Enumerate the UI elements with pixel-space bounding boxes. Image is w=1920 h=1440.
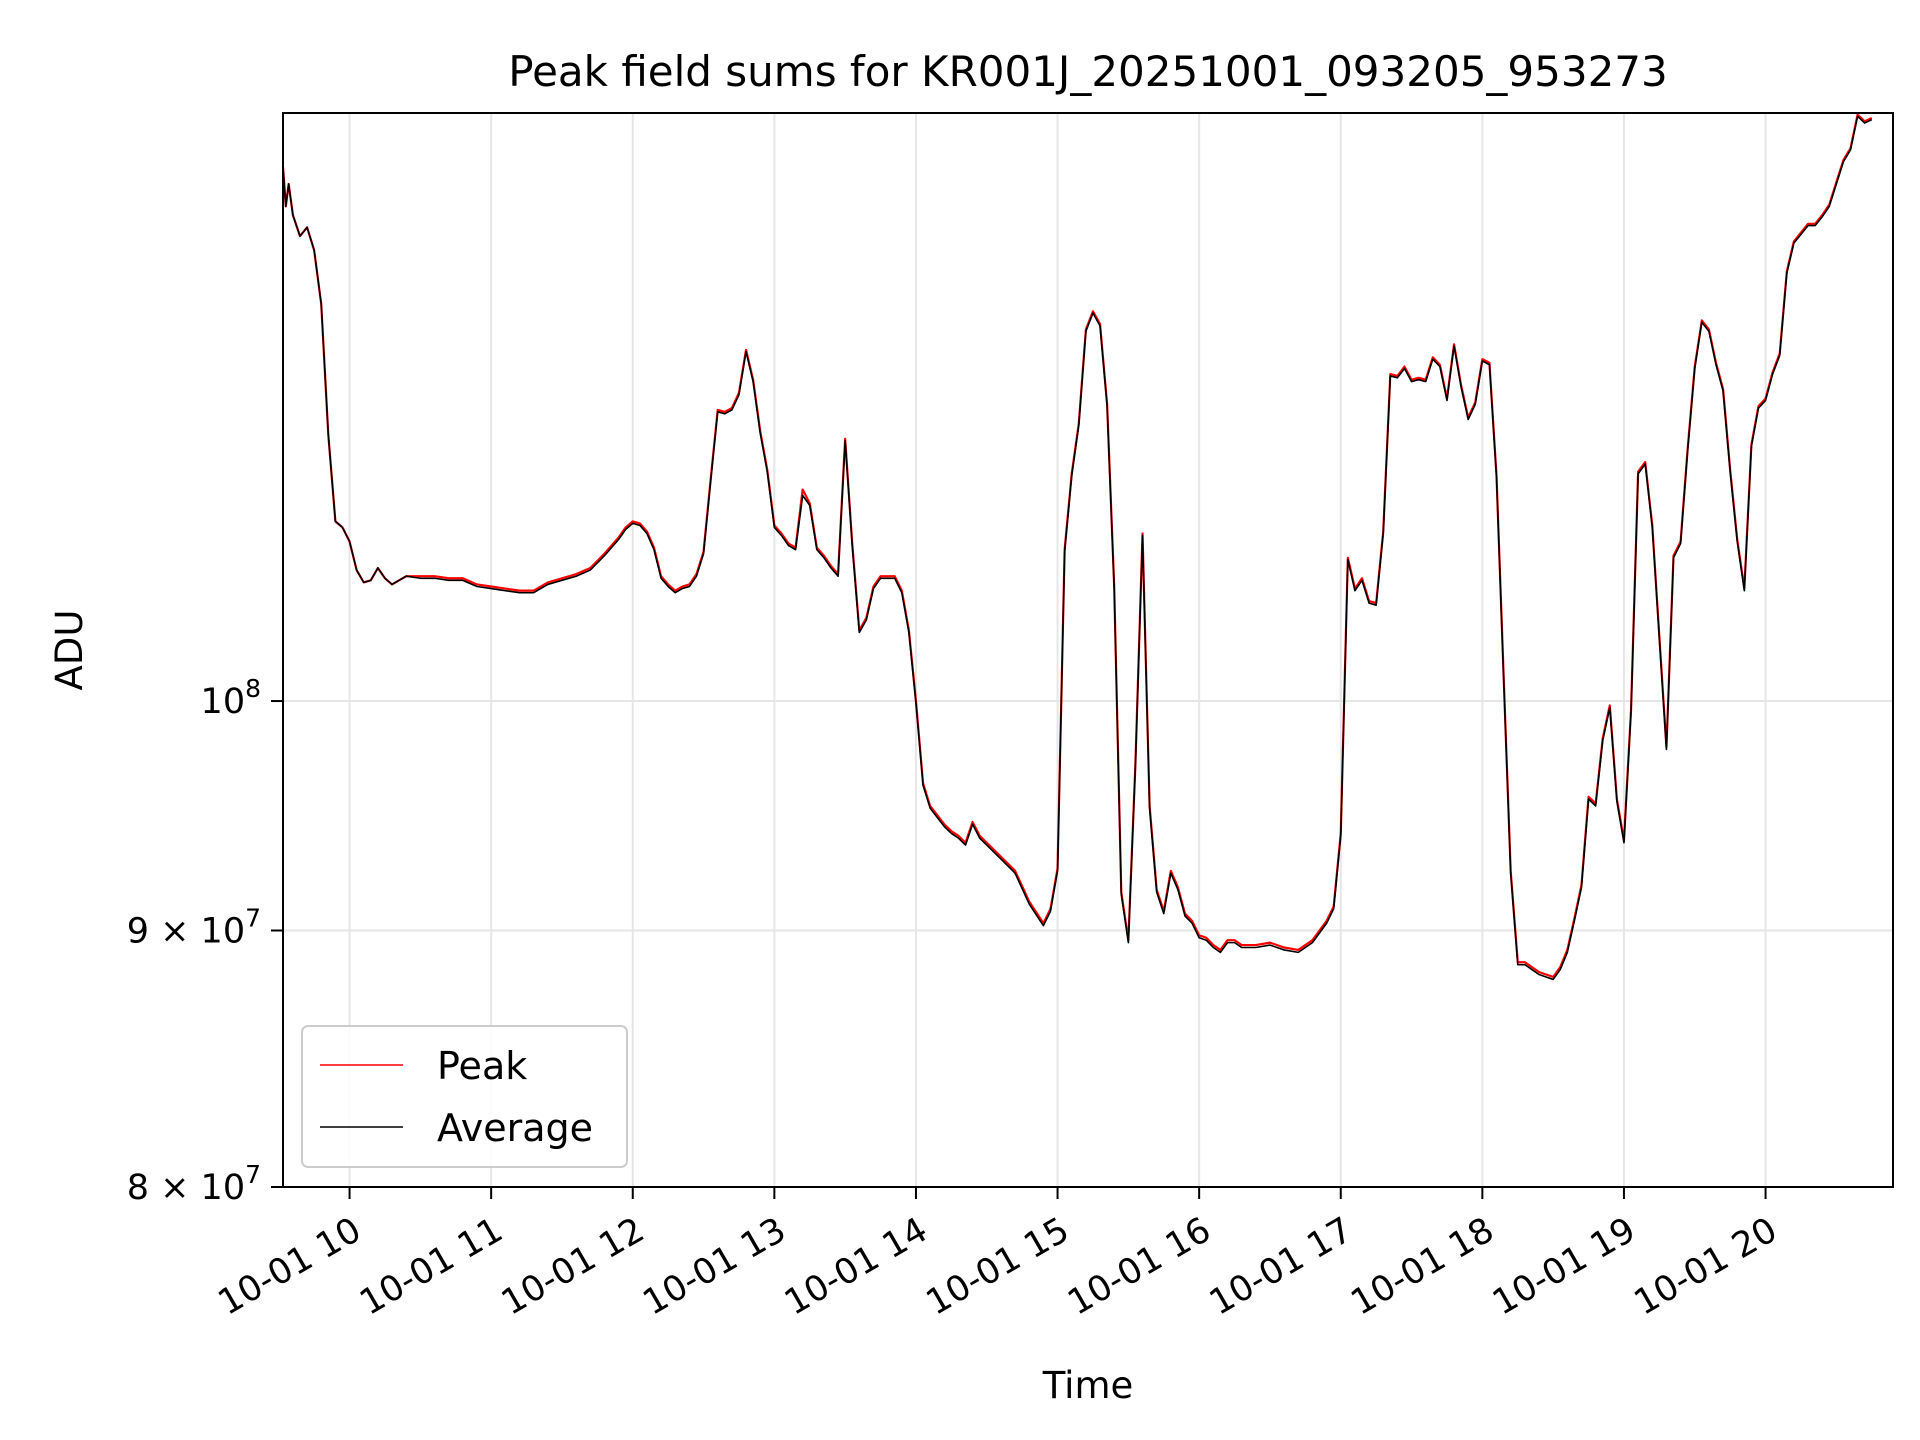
legend-peak-label: Peak [437, 1044, 527, 1088]
y-tick-label: 9 × 107 [127, 903, 261, 951]
legend: Peak Average [301, 1025, 628, 1168]
y-axis: 8 × 107 9 × 107 108 [127, 674, 283, 1208]
y-axis-label: ADU [48, 610, 91, 691]
y-tick-label: 8 × 107 [127, 1160, 261, 1208]
series-line-average [283, 115, 1873, 981]
legend-average-label: Average [437, 1106, 593, 1150]
chart-title: Peak field sums for KR001J_20251001_0932… [508, 47, 1668, 96]
series-layer [283, 113, 1873, 981]
y-tick-label: 108 [201, 674, 261, 722]
plot-frame [282, 112, 1894, 1188]
x-axis-label: Time [1042, 1364, 1134, 1407]
legend-box [301, 1025, 628, 1168]
